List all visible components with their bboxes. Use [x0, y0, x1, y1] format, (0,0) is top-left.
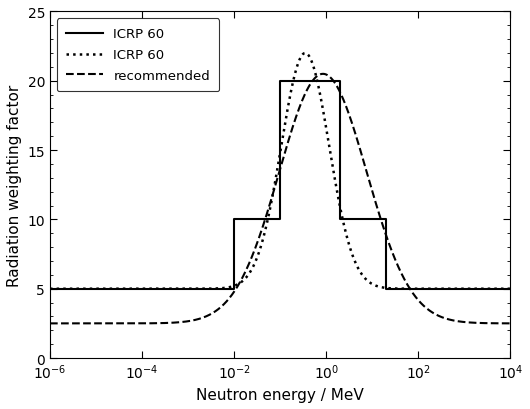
ICRP 60 — [383, 287, 390, 292]
recommended — [47, 321, 53, 326]
recommended — [319, 72, 325, 77]
ICRP 60 — [231, 287, 237, 292]
ICRP 60 — [277, 79, 284, 84]
recommended — [70, 321, 76, 326]
ICRP 60 — [231, 218, 237, 222]
ICRP 60 — [388, 286, 394, 291]
ICRP 60 — [507, 287, 514, 292]
Y-axis label: Radiation weighting factor: Radiation weighting factor — [7, 84, 22, 286]
ICRP 60 — [47, 287, 53, 292]
recommended — [413, 295, 419, 300]
recommended — [320, 72, 326, 77]
ICRP 60 — [319, 105, 325, 110]
ICRP 60 — [214, 286, 220, 291]
Legend: ICRP 60, ICRP 60, recommended: ICRP 60, ICRP 60, recommended — [57, 19, 219, 92]
Line: recommended: recommended — [50, 75, 510, 324]
ICRP 60 — [337, 218, 343, 222]
ICRP 60 — [337, 79, 343, 84]
ICRP 60 — [413, 287, 419, 292]
ICRP 60 — [277, 218, 284, 222]
ICRP 60 — [302, 52, 308, 56]
recommended — [507, 321, 514, 326]
recommended — [214, 308, 220, 313]
ICRP 60 — [70, 287, 76, 292]
ICRP 60 — [47, 287, 53, 292]
recommended — [339, 96, 346, 101]
ICRP 60 — [339, 217, 346, 222]
Line: ICRP 60: ICRP 60 — [50, 81, 510, 289]
recommended — [388, 248, 394, 253]
ICRP 60 — [507, 287, 514, 292]
ICRP 60 — [383, 218, 390, 222]
Line: ICRP 60: ICRP 60 — [50, 54, 510, 289]
X-axis label: Neutron energy / MeV: Neutron energy / MeV — [196, 387, 364, 402]
